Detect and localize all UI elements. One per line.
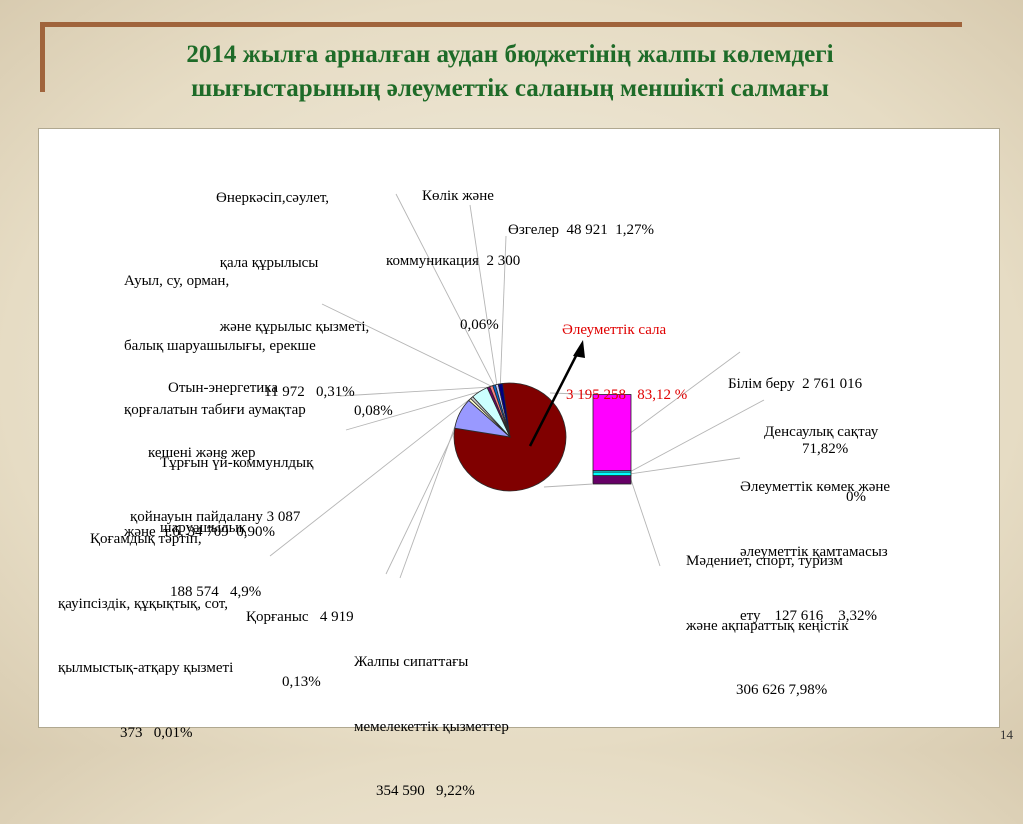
label-health: Денсаулық сақтау 0% [764, 424, 879, 505]
leader-line-3 [269, 397, 473, 557]
title-line-1: 2014 жылға арналған аудан бюджетінің жал… [186, 41, 834, 68]
label-energy: Отын-энергетика кешені және жер қойнауын… [130, 380, 301, 525]
pie-slice-9 [497, 383, 511, 438]
label-education: Білім беру 2 761 016 71,82% [728, 376, 863, 457]
label-welfare: Әлеуметтік көмек және әлеуметтік қамтама… [740, 479, 891, 624]
frame-left-rule [40, 22, 45, 92]
leader-line-6 [321, 303, 492, 387]
leader-line-5 [339, 386, 489, 397]
bar-segment-1 [592, 471, 632, 476]
label-agriculture: Ауыл, су, орман, балық шаруашылығы, ерек… [124, 273, 316, 540]
label-defense: Қорғаныс 4 919 0,13% [246, 609, 354, 690]
bar-leader-line-2 [630, 399, 765, 472]
leader-line-8 [469, 204, 498, 385]
label-other: Өзгелер 48 921 1,27% [508, 222, 655, 238]
frame-top-rule [40, 22, 962, 27]
leader-line-4 [345, 391, 480, 431]
pie-chart [453, 382, 567, 492]
chart-svg [269, 193, 765, 579]
title-line-2: шығыстарының әлеуметтік саланың меншікті… [191, 75, 829, 102]
leader-line-7 [395, 193, 495, 386]
bar-leader-line-3 [630, 351, 741, 433]
leader-line-9 [499, 235, 507, 384]
bar-segment-0 [592, 475, 632, 485]
bar-segment-3 [592, 394, 632, 471]
leader-line-1 [399, 413, 461, 579]
page-number: 14 [1000, 727, 1013, 742]
slide-title: 2014 жылға арналған аудан бюджетінің жал… [60, 38, 960, 106]
label-industry: Өнеркәсіп,сәулет, қала құрылысы және құр… [216, 190, 370, 400]
label-social-sector: Әлеуметтік сала 3 195 258 83,12 % [562, 322, 688, 403]
label-public-order: Қоғамдық тәртіп, қауіпсіздік, құқықтық, … [58, 531, 234, 741]
label-general-services: Жалпы сипаттағы мемелекеттік қызметтер 3… [354, 654, 509, 799]
label-energy-pct: 0,08% [354, 403, 393, 419]
bar-leader-line-0 [630, 479, 661, 567]
label-housing: Тұрғын үй-коммунлдық шаруашылық 188 574 … [160, 455, 314, 600]
highlight-arrow [528, 340, 585, 447]
label-culture: Мәдениет, спорт, туризм және ақпараттық … [686, 553, 849, 698]
connector-1 [543, 483, 594, 488]
label-transport: Көлік және коммуникация 2 300 0,06% [386, 188, 521, 333]
stacked-bar [592, 394, 632, 485]
bar-leader-line-1 [630, 457, 741, 475]
